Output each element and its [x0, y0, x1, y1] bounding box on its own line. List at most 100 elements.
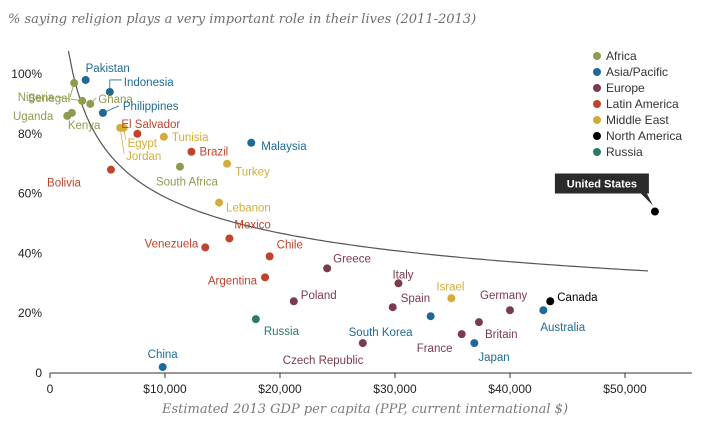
x-tick-label: $10,000	[143, 382, 187, 396]
point-china	[158, 363, 167, 372]
point-lebanon	[215, 198, 224, 207]
point-label: Chile	[277, 239, 303, 251]
point-tunisia	[159, 132, 168, 141]
point-brazil	[187, 147, 196, 156]
point-label: Australia	[540, 322, 585, 334]
point-label: Jordan	[126, 151, 161, 163]
callout-label: United States	[567, 179, 637, 191]
point-label: South Korea	[349, 327, 414, 339]
point-chile	[265, 252, 274, 261]
legend: Africa Asia/Pacific Europe Latin America Mid…	[593, 49, 682, 159]
legend-entry: Africa	[606, 49, 637, 63]
label-leader-lines	[56, 79, 126, 154]
point-label: Venezuela	[145, 238, 199, 250]
x-tick-label: $40,000	[488, 382, 532, 396]
point-label: Britain	[485, 329, 518, 341]
point-label: Brazil	[199, 147, 228, 159]
point-label: Germany	[480, 290, 528, 302]
legend-marker	[593, 116, 601, 124]
callout-box	[554, 173, 653, 206]
point-label: Kenya	[68, 120, 101, 132]
y-tick-label: 60%	[18, 187, 42, 201]
x-tick-label: $30,000	[373, 382, 417, 396]
point-label: Mexico	[234, 219, 270, 231]
legend-entry: Latin America	[606, 97, 679, 111]
point-label: Turkey	[235, 167, 270, 179]
point-label: Argentina	[208, 275, 258, 287]
point-label: Greece	[333, 253, 371, 265]
leader-line	[119, 127, 125, 154]
point-britain	[474, 318, 483, 327]
point-france	[457, 330, 466, 339]
point-label: Egypt	[128, 138, 158, 150]
point-label: Senegal	[28, 93, 70, 105]
point-pakistan	[81, 75, 90, 84]
point-label: Japan	[478, 352, 509, 364]
point-turkey	[223, 159, 232, 168]
y-tick-label: 0	[35, 366, 42, 380]
title-remnant	[0, 0, 706, 3]
leader-line	[89, 97, 97, 105]
point-label: China	[148, 349, 179, 361]
point-czech-republic	[358, 339, 367, 348]
point-label: South Africa	[156, 177, 219, 189]
y-tick-label: 40%	[18, 246, 42, 260]
point-malaysia	[247, 138, 256, 147]
point-label: France	[417, 343, 453, 355]
point-bolivia	[106, 165, 115, 174]
y-tick-label: 80%	[18, 127, 42, 141]
trend-curve	[67, 50, 649, 272]
leader-line	[69, 82, 75, 98]
point-el-salvador	[133, 129, 142, 138]
point-label: Italy	[392, 269, 413, 281]
point-australia	[539, 306, 548, 315]
point-mexico	[225, 234, 234, 243]
point-label: Malaysia	[261, 141, 307, 153]
legend-marker	[593, 148, 601, 156]
point-italy	[394, 279, 403, 288]
leader-line	[102, 105, 120, 114]
point-label: Pakistan	[86, 63, 130, 75]
y-tick-label: 100%	[11, 67, 42, 81]
data-points	[63, 75, 659, 372]
legend-marker	[593, 132, 601, 140]
point-label: Ghana	[98, 94, 133, 106]
legend-marker	[593, 100, 601, 108]
point-label: Spain	[401, 293, 430, 305]
point-argentina	[261, 273, 270, 282]
point-label: Nigeria	[18, 92, 55, 104]
chart-subtitle: % saying religion plays a very important…	[8, 12, 476, 27]
point-japan	[470, 339, 479, 348]
legend-entry: Russia	[606, 145, 643, 159]
point-label: Uganda	[13, 111, 54, 123]
point-canada	[546, 297, 555, 306]
point-label: El Salvador	[121, 119, 180, 131]
legend-entry: Asia/Pacific	[606, 65, 668, 79]
legend-marker	[593, 84, 601, 92]
legend-entry: Europe	[606, 81, 645, 95]
point-israel	[447, 294, 456, 303]
leader-line	[123, 127, 126, 140]
point-label: Canada	[557, 292, 598, 304]
leader-line	[56, 96, 83, 102]
point-greece	[323, 264, 332, 273]
legend-marker	[593, 52, 601, 60]
point-label: Indonesia	[124, 77, 174, 89]
point-label: Czech Republic	[283, 355, 364, 367]
x-axis-label: Estimated 2013 GDP per capita (PPP, curr…	[161, 402, 568, 417]
point-label: Russia	[264, 326, 300, 338]
legend-entry: Middle East	[606, 113, 669, 127]
point-germany	[506, 306, 514, 315]
point-label: Israel	[436, 281, 464, 293]
x-tick-label: $20,000	[258, 382, 302, 396]
point-label: Philippines	[123, 101, 179, 113]
point-poland	[289, 297, 298, 306]
x-tick-label: 0	[47, 382, 54, 396]
point-labels: Pakistan Indonesia Senegal Ghana Nigeria Phil…	[13, 63, 598, 367]
point-label: Lebanon	[226, 203, 271, 215]
leader-line	[109, 79, 122, 92]
point-label: Tunisia	[172, 132, 209, 144]
point-venezuela	[201, 243, 210, 252]
point-south-africa	[175, 162, 184, 171]
